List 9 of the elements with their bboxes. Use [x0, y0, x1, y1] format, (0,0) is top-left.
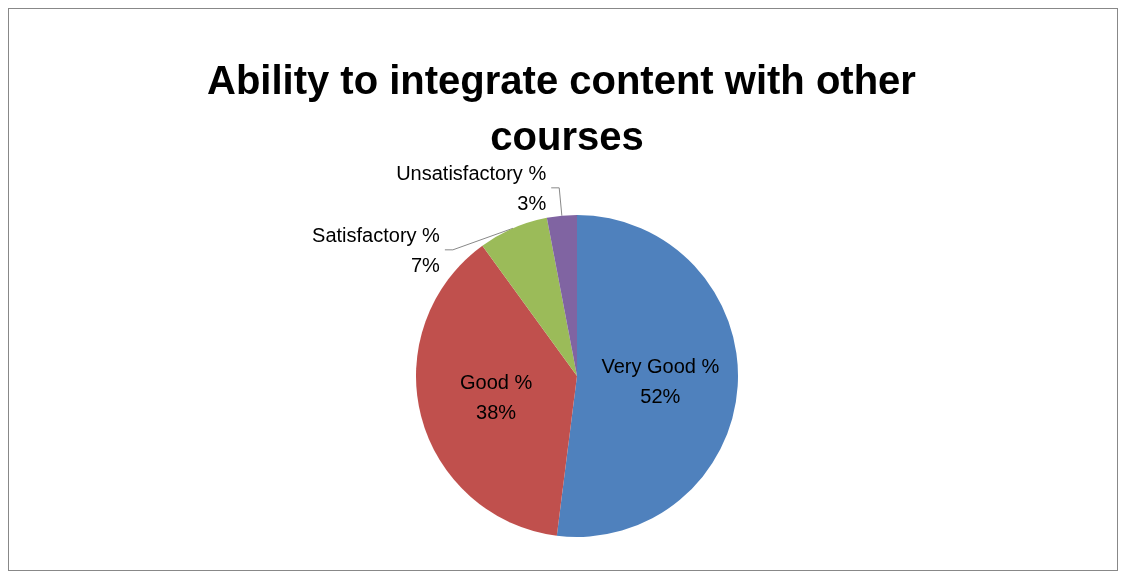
slice-label: Unsatisfactory %: [396, 161, 547, 184]
chart-title: Ability to integrate content with other courses: [207, 58, 927, 158]
slice-label: Satisfactory %: [312, 223, 441, 246]
data-label: 38%: [476, 400, 517, 423]
data-label: 52%: [640, 385, 681, 408]
slice-label: Good %: [459, 370, 533, 393]
slice-label: Very Good %: [601, 355, 720, 378]
data-label: 7%: [410, 253, 441, 276]
data-label: 3%: [517, 191, 547, 214]
